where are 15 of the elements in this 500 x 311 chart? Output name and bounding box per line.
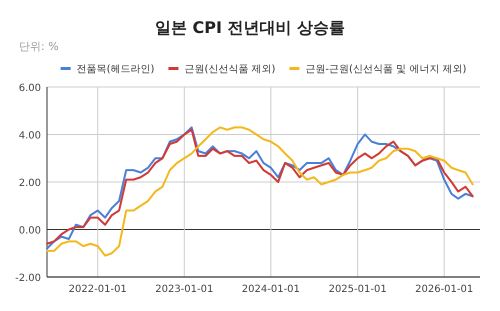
- text: 단위: %: [19, 40, 59, 53]
- y-tick-label: 4.00: [18, 130, 41, 142]
- y-tick-label: -2.00: [15, 273, 41, 284]
- legend-label: 근원-근원(신선식품 및 에너지 제외): [305, 64, 466, 75]
- x-tick-label: 2022-01-01: [68, 284, 127, 295]
- y-tick-label: 6.00: [18, 83, 41, 94]
- y-tick-label: 0.00: [18, 226, 41, 236]
- chart-title: 일본 CPI 전년대비 상승률: [154, 18, 346, 37]
- x-tick-label: 2024-01-01: [242, 284, 300, 295]
- y-tick-label: 2.00: [18, 178, 41, 189]
- x-tick-label: 2025-01-01: [328, 284, 387, 295]
- legend-label: 전품목(헤드라인): [76, 64, 155, 75]
- x-tick-label: 2026-01-01: [415, 284, 474, 295]
- x-tick-label: 2023-01-01: [155, 284, 214, 295]
- legend-label: 근원(신선식품 제외): [184, 64, 276, 75]
